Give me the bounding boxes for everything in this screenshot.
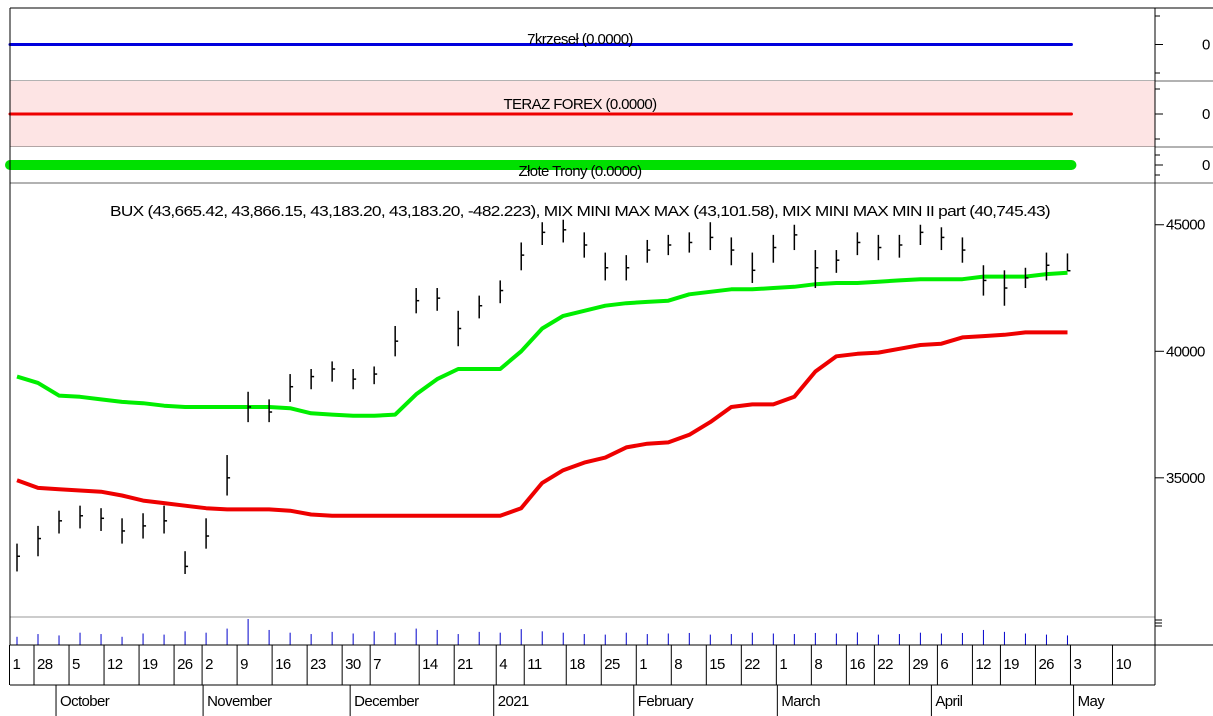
x-tick-label: 12 <box>975 656 991 673</box>
y-tick-label: 0 <box>1202 106 1210 123</box>
month-label: February <box>638 693 694 710</box>
x-tick-label: 1 <box>639 656 647 673</box>
chart-title: BUX (43,665.42, 43,866.15, 43,183.20, 43… <box>110 203 1051 220</box>
x-tick-label: 25 <box>604 656 620 673</box>
x-tick-label: 16 <box>275 656 291 673</box>
x-tick-label: 23 <box>310 656 326 673</box>
indicator-line <box>16 270 1068 418</box>
panel-title: Złote Trony (0.0000) <box>518 163 642 180</box>
x-tick-label: 3 <box>1073 656 1081 673</box>
x-tick-label: 5 <box>72 656 80 673</box>
x-tick-label: 15 <box>709 656 725 673</box>
x-tick-label: 4 <box>499 656 507 673</box>
x-tick-label: 21 <box>457 656 473 673</box>
y-tick-label: 35000 <box>1166 470 1205 487</box>
panel-title: TERAZ FOREX (0.0000) <box>503 96 657 113</box>
month-label: November <box>207 693 272 710</box>
y-tick-label: 0 <box>1202 36 1210 53</box>
month-label: April <box>935 693 962 710</box>
x-tick-label: 22 <box>877 656 893 673</box>
x-tick-label: 8 <box>674 656 682 673</box>
x-tick-label: 9 <box>240 656 248 673</box>
x-tick-label: 22 <box>744 656 760 673</box>
x-tick-label: 16 <box>849 656 865 673</box>
x-tick-label: 14 <box>422 656 438 673</box>
x-tick-label: 19 <box>1003 656 1019 673</box>
x-tick-label: 19 <box>142 656 158 673</box>
x-tick-label: 2 <box>205 656 213 673</box>
month-label: 2021 <box>498 693 529 710</box>
x-tick-label: 11 <box>527 656 542 673</box>
x-tick-label: 26 <box>177 656 193 673</box>
indicator-line <box>16 330 1068 518</box>
x-tick-label: 8 <box>814 656 822 673</box>
x-tick-label: 10 <box>1115 656 1131 673</box>
x-tick-label: 6 <box>940 656 948 673</box>
month-label: October <box>60 693 110 710</box>
y-tick-label: 45000 <box>1166 217 1205 234</box>
month-label: December <box>354 693 419 710</box>
x-tick-label: 1 <box>779 656 787 673</box>
x-tick-label: 29 <box>912 656 928 673</box>
x-tick-label: 18 <box>569 656 585 673</box>
y-tick-label: 40000 <box>1166 343 1205 360</box>
x-tick-label: 30 <box>345 656 361 673</box>
month-label: May <box>1078 693 1106 710</box>
x-tick-label: 1 <box>13 656 21 673</box>
x-tick-label: 12 <box>107 656 123 673</box>
month-label: March <box>781 693 820 710</box>
x-tick-label: 26 <box>1038 656 1054 673</box>
x-tick-label: 7 <box>373 656 381 673</box>
panel-title: 7krzeseł (0.0000) <box>527 31 633 48</box>
y-tick-label: 0 <box>1202 157 1210 174</box>
x-tick-label: 28 <box>37 656 53 673</box>
